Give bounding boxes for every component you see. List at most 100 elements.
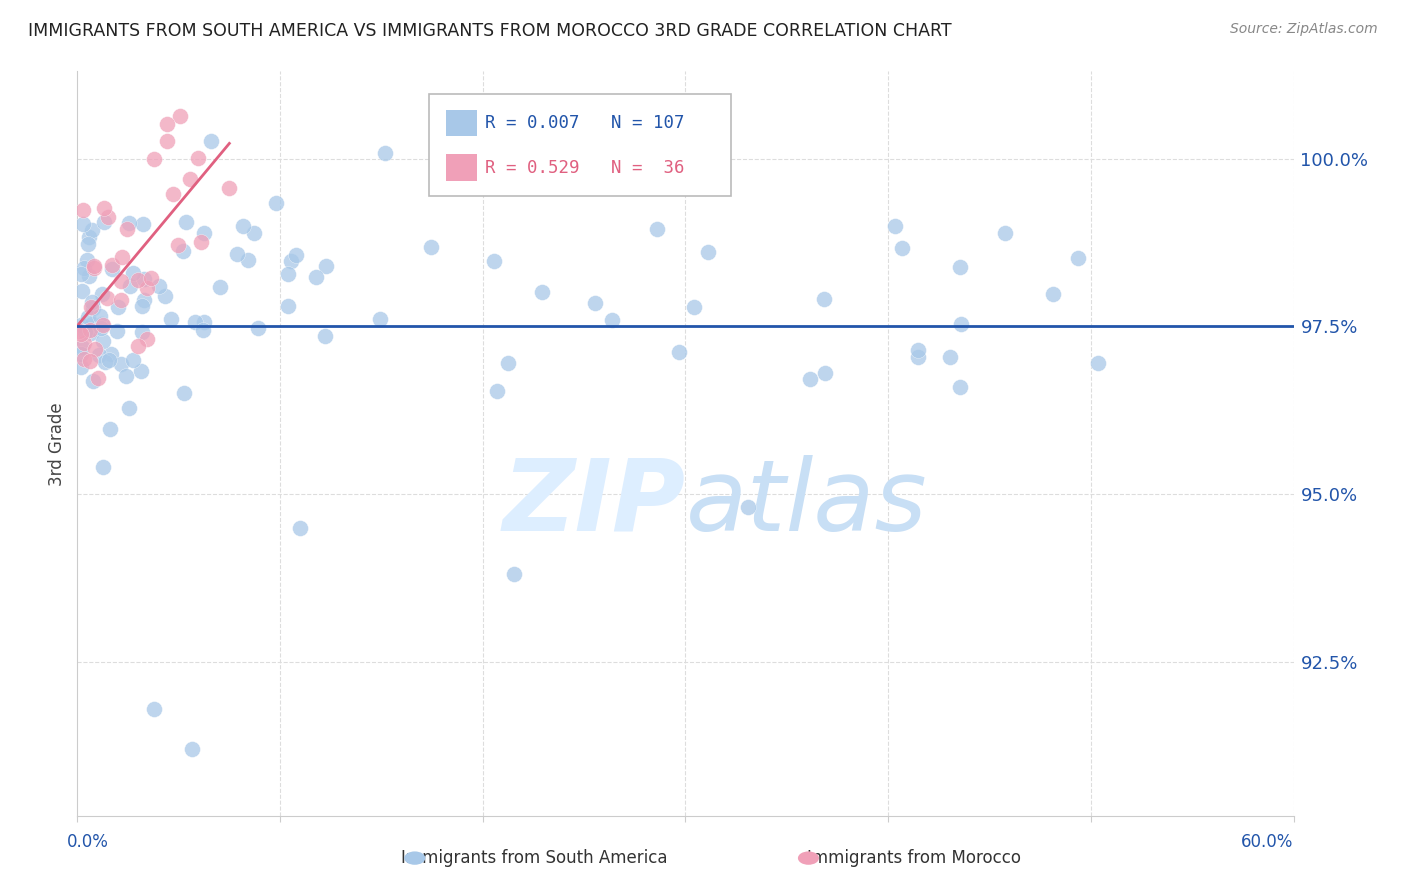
Point bbox=[97, 210, 120, 224]
Point bbox=[70, 340, 93, 354]
Point bbox=[277, 299, 299, 313]
Point bbox=[73, 325, 96, 339]
Point bbox=[193, 315, 215, 329]
Point bbox=[79, 229, 101, 244]
Point bbox=[83, 322, 105, 336]
Point bbox=[994, 226, 1017, 240]
Point bbox=[645, 222, 668, 236]
Point bbox=[247, 321, 270, 335]
Point bbox=[70, 268, 93, 282]
Point bbox=[91, 460, 114, 475]
Point bbox=[890, 241, 912, 255]
Point bbox=[73, 351, 96, 366]
Point bbox=[176, 215, 198, 229]
Point bbox=[87, 371, 110, 385]
Point bbox=[76, 253, 98, 268]
Point bbox=[950, 318, 973, 332]
Point bbox=[1042, 287, 1064, 301]
Point bbox=[1067, 251, 1090, 265]
Point bbox=[114, 369, 136, 384]
Point bbox=[101, 262, 124, 277]
Point bbox=[277, 267, 299, 281]
Point bbox=[93, 318, 115, 333]
Point bbox=[148, 279, 170, 293]
Point bbox=[907, 350, 929, 364]
Point bbox=[122, 352, 145, 367]
Point bbox=[172, 244, 194, 258]
Point bbox=[226, 246, 249, 260]
Point bbox=[668, 345, 690, 359]
Point bbox=[79, 269, 101, 284]
Point bbox=[129, 364, 152, 378]
Point bbox=[80, 223, 103, 237]
Point bbox=[79, 354, 101, 368]
Point bbox=[305, 270, 328, 285]
Point bbox=[814, 367, 837, 381]
Point bbox=[131, 299, 153, 313]
Point bbox=[121, 266, 143, 280]
Point bbox=[949, 260, 972, 275]
Point bbox=[134, 272, 156, 286]
Point bbox=[242, 226, 264, 240]
Text: R = 0.007   N = 107: R = 0.007 N = 107 bbox=[485, 114, 685, 132]
Point bbox=[208, 280, 231, 294]
Point bbox=[799, 371, 821, 385]
Point bbox=[127, 339, 149, 353]
Text: R = 0.529   N =  36: R = 0.529 N = 36 bbox=[485, 159, 685, 177]
Point bbox=[77, 236, 100, 251]
Point bbox=[107, 300, 129, 314]
Text: 60.0%: 60.0% bbox=[1241, 833, 1294, 851]
Point bbox=[107, 324, 129, 338]
Point bbox=[288, 521, 311, 535]
Point bbox=[173, 386, 195, 401]
Point bbox=[80, 318, 103, 332]
Point bbox=[166, 238, 188, 252]
Text: Source: ZipAtlas.com: Source: ZipAtlas.com bbox=[1230, 22, 1378, 37]
Point bbox=[583, 296, 606, 310]
Point bbox=[110, 250, 132, 264]
Point bbox=[280, 254, 302, 268]
Point bbox=[80, 295, 103, 310]
Text: atlas: atlas bbox=[686, 455, 927, 552]
Point bbox=[79, 326, 101, 340]
Point bbox=[101, 258, 124, 272]
Point bbox=[374, 145, 396, 160]
Point bbox=[190, 235, 212, 250]
Point bbox=[153, 289, 176, 303]
Text: Immigrants from South America: Immigrants from South America bbox=[401, 849, 668, 867]
Point bbox=[285, 248, 308, 262]
Point bbox=[89, 310, 111, 324]
Point bbox=[96, 291, 118, 305]
Point bbox=[187, 151, 209, 165]
Point bbox=[115, 221, 138, 235]
Point bbox=[67, 324, 90, 338]
Point bbox=[143, 702, 166, 716]
Point bbox=[93, 201, 115, 215]
Point bbox=[315, 259, 337, 273]
Point bbox=[93, 215, 115, 229]
Point bbox=[169, 109, 191, 123]
Text: IMMIGRANTS FROM SOUTH AMERICA VS IMMIGRANTS FROM MOROCCO 3RD GRADE CORRELATION C: IMMIGRANTS FROM SOUTH AMERICA VS IMMIGRA… bbox=[28, 22, 952, 40]
Point bbox=[183, 315, 205, 329]
Point bbox=[98, 422, 121, 436]
Point bbox=[938, 350, 960, 364]
Point bbox=[236, 252, 259, 267]
Point bbox=[80, 300, 103, 314]
Point bbox=[232, 219, 254, 234]
Point bbox=[813, 293, 835, 307]
Point bbox=[110, 293, 132, 307]
Point bbox=[503, 567, 526, 582]
Point bbox=[73, 336, 96, 351]
Point bbox=[131, 326, 153, 340]
Point bbox=[72, 202, 94, 217]
Point bbox=[139, 271, 162, 285]
Point bbox=[179, 171, 201, 186]
Point bbox=[77, 310, 100, 324]
Point bbox=[73, 260, 96, 275]
Point bbox=[79, 323, 101, 337]
Point bbox=[218, 181, 240, 195]
Point bbox=[70, 284, 93, 298]
Point bbox=[530, 285, 553, 299]
Point bbox=[266, 196, 288, 211]
Point bbox=[127, 273, 149, 287]
